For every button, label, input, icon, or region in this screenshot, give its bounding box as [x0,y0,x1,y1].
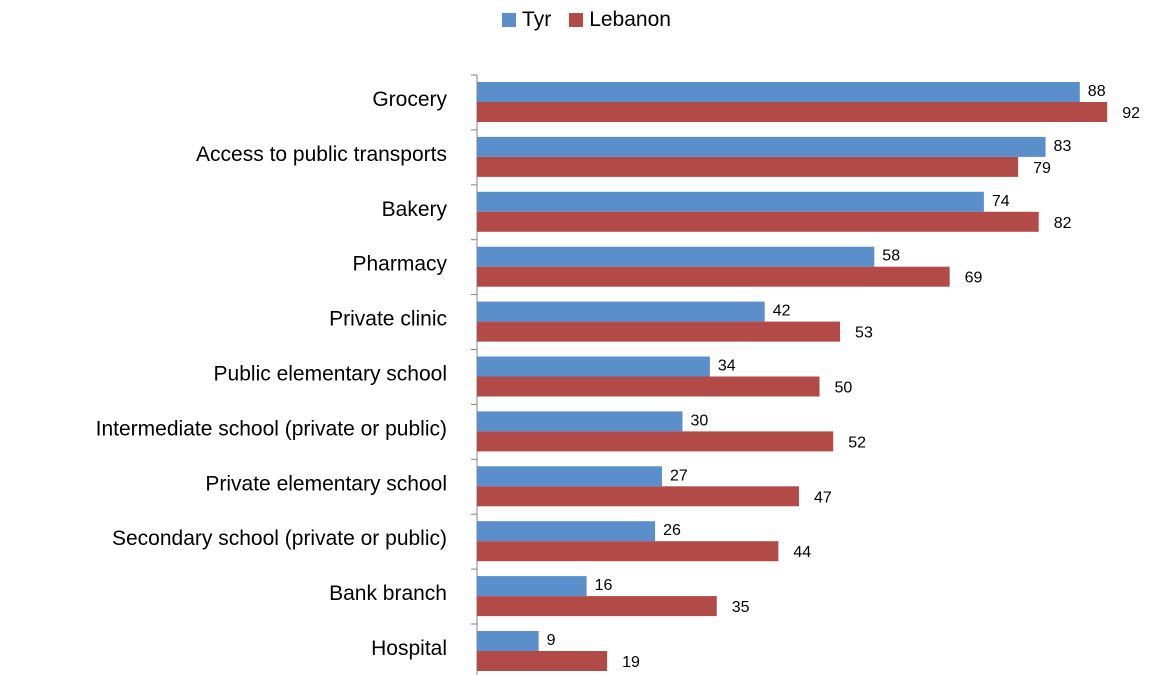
data-label: 74 [992,193,1010,210]
category-label: Private elementary school [205,472,447,495]
data-label: 44 [793,544,811,561]
category-label: Hospital [371,637,447,660]
category-label: Bank branch [329,582,447,605]
category-label: Grocery [372,88,447,111]
bar-lebanon [477,376,820,397]
data-label: 82 [1054,215,1072,232]
legend-item-tyr: Tyr [502,8,551,32]
data-label: 16 [595,577,613,594]
data-label: 27 [670,467,688,484]
bar-lebanon [477,486,799,507]
data-label: 34 [718,358,736,375]
data-label: 30 [691,412,709,429]
bar-lebanon [477,431,834,452]
bar-lebanon [477,541,779,562]
category-label: Pharmacy [352,253,447,276]
bar-tyr [477,631,539,651]
data-label: 26 [663,522,681,539]
data-label: 35 [732,599,750,616]
bar-tyr [477,521,656,542]
legend-label-lebanon: Lebanon [589,8,671,31]
bar-tyr [477,411,683,432]
data-label: 52 [848,434,866,451]
data-label: 53 [855,325,873,342]
bar-tyr [477,82,1080,102]
legend-label-tyr: Tyr [522,8,552,31]
legend-item-lebanon: Lebanon [569,8,671,32]
bar-tyr [477,246,875,267]
data-label: 83 [1054,138,1072,155]
data-label: 69 [965,270,983,287]
bar-lebanon [477,266,950,287]
bar-tyr [477,576,587,597]
data-label: 42 [773,303,791,320]
bar-tyr [477,301,765,322]
legend-swatch-lebanon [569,13,584,27]
data-label: 58 [882,248,900,265]
category-label: Bakery [382,198,448,221]
bar-lebanon [477,596,717,617]
bar-lebanon [477,156,1019,177]
data-label: 19 [622,654,640,671]
data-label: 88 [1088,83,1106,100]
bar-tyr [477,191,984,212]
bar-tyr [477,356,710,377]
bar-tyr [477,136,1046,157]
bar-lebanon [477,211,1039,232]
data-label: 50 [835,380,853,397]
legend: Tyr Lebanon [0,8,1173,32]
data-label: 9 [547,632,556,649]
data-label: 92 [1122,105,1140,122]
category-label: Public elementary school [214,363,447,386]
category-label: Private clinic [329,308,447,331]
bar-lebanon [477,321,841,342]
data-label: 79 [1033,160,1051,177]
category-label: Access to public transports [196,143,447,166]
category-label: Secondary school (private or public) [112,527,447,550]
bar-lebanon [477,651,608,671]
bar-lebanon [477,102,1108,122]
category-label: Intermediate school (private or public) [96,417,447,440]
data-label: 47 [814,489,832,506]
legend-swatch-tyr [502,13,517,27]
bar-tyr [477,466,662,487]
